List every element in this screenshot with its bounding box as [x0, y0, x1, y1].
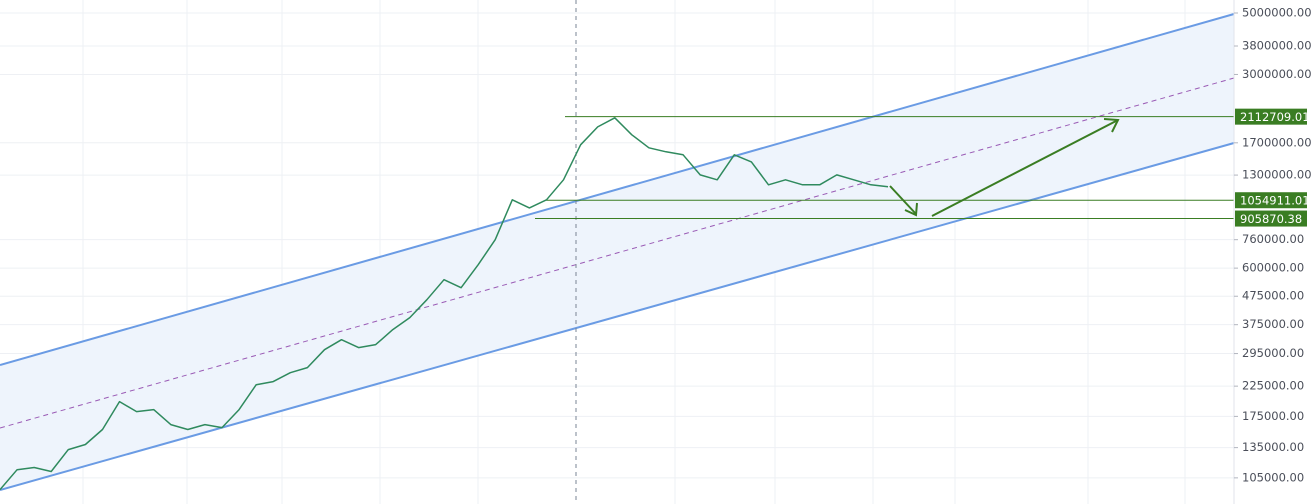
price-axis	[1234, 0, 1314, 504]
y-tick-label: 600000.00	[1242, 261, 1304, 275]
y-tick-label: 175000.00	[1242, 409, 1304, 423]
y-tick-label: 1300000.00	[1242, 168, 1312, 182]
levels	[535, 116, 1234, 220]
price-line	[0, 117, 889, 491]
y-tick-label: 375000.00	[1242, 317, 1304, 331]
channel-upper	[0, 13, 1235, 366]
y-tick-label: 1700000.00	[1242, 135, 1312, 149]
plot	[0, 117, 889, 491]
y-tick-label: 475000.00	[1242, 289, 1304, 303]
y-tick-label: 135000.00	[1242, 440, 1304, 454]
y-tick-label: 105000.00	[1242, 470, 1304, 484]
arrow-up	[931, 119, 1119, 217]
channel-fill	[0, 14, 1234, 490]
y-tick-label: 5000000.00	[1242, 5, 1312, 19]
level-box	[1235, 210, 1307, 227]
y-tick-label: 225000.00	[1242, 379, 1304, 393]
level-label: 1054911.01	[1240, 194, 1310, 208]
channel-mid	[0, 77, 1235, 429]
level-label: 2112709.01	[1240, 110, 1310, 124]
y-tick-label: 3000000.00	[1242, 67, 1312, 81]
y-tick-label: 760000.00	[1242, 232, 1304, 246]
arrow-head	[904, 202, 918, 217]
y-tick-label: 3800000.00	[1242, 39, 1312, 53]
y-tick-label: 295000.00	[1242, 346, 1304, 360]
projection-arrows	[889, 118, 1120, 217]
arrow-down	[889, 185, 917, 215]
level-box	[1235, 192, 1307, 209]
axis-labels: 5000000.00 3800000.00 3000000.00 1700000.00…	[1234, 5, 1312, 484]
arrow-head	[1103, 118, 1120, 133]
level-label: 905870.38	[1240, 212, 1302, 226]
level-box	[1235, 108, 1307, 125]
channel-lower	[0, 142, 1235, 491]
